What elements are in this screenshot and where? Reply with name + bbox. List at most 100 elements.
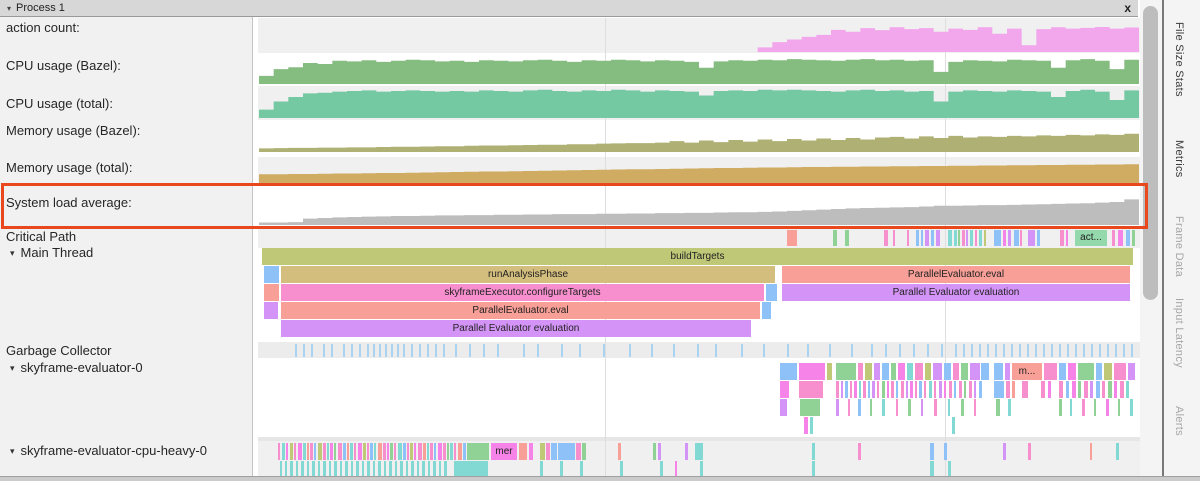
skyframe-evaluator-cpu-heavy-0-slice[interactable] xyxy=(347,443,349,460)
critical-path-slice[interactable] xyxy=(931,230,934,246)
critical-path-slice[interactable] xyxy=(1020,230,1022,246)
skyframe-evaluator-0-slice[interactable] xyxy=(1126,381,1129,398)
critical-path-slice[interactable] xyxy=(958,230,960,246)
skyframe-evaluator-0-slice[interactable] xyxy=(896,399,898,416)
skyframe-evaluator-0-slice[interactable] xyxy=(994,381,1004,398)
main-thread-slice[interactable]: Parallel Evaluator evaluation xyxy=(281,320,751,337)
main-thread-slice[interactable]: buildTargets xyxy=(262,248,1133,265)
garbage-collector-slice[interactable] xyxy=(1003,344,1005,357)
main-thread-slice[interactable] xyxy=(766,284,777,301)
skyframe-evaluator-cpu-heavy-0-slice[interactable] xyxy=(334,461,337,476)
garbage-collector-slice[interactable] xyxy=(443,344,445,357)
skyframe-evaluator-cpu-heavy-0-slice[interactable] xyxy=(463,443,466,460)
skyframe-evaluator-0-slice[interactable] xyxy=(1048,381,1051,398)
skyframe-evaluator-0-slice[interactable] xyxy=(919,381,922,398)
skyframe-evaluator-0-slice[interactable] xyxy=(934,381,936,398)
skyframe-evaluator-0-slice[interactable] xyxy=(1006,381,1010,398)
skyframe-evaluator-0-slice[interactable] xyxy=(896,381,898,398)
skyframe-evaluator-cpu-heavy-0-slice[interactable] xyxy=(428,461,430,476)
skyframe-evaluator-cpu-heavy-0-slice[interactable] xyxy=(658,443,661,460)
skyframe-evaluator-cpu-heavy-0-slice[interactable] xyxy=(286,443,288,460)
skyframe-evaluator-0-slice[interactable]: m... xyxy=(1012,363,1042,380)
critical-path-slice[interactable] xyxy=(962,230,965,246)
garbage-collector-slice[interactable] xyxy=(1083,344,1085,357)
skyframe-evaluator-cpu-heavy-0-slice[interactable] xyxy=(318,443,322,460)
skyframe-evaluator-0-slice[interactable] xyxy=(1108,381,1112,398)
counter-action-count[interactable] xyxy=(259,26,1139,52)
skyframe-evaluator-cpu-heavy-0-slice[interactable] xyxy=(546,443,550,460)
critical-path-slice[interactable]: act... xyxy=(1075,230,1107,246)
skyframe-evaluator-0-slice[interactable] xyxy=(870,399,872,416)
garbage-collector-slice[interactable] xyxy=(367,344,369,357)
skyframe-evaluator-0-slice[interactable] xyxy=(1120,381,1124,398)
critical-path-slice[interactable] xyxy=(916,230,919,246)
skyframe-evaluator-0-slice[interactable] xyxy=(1114,381,1117,398)
counter-memory-usage-total[interactable] xyxy=(259,158,1139,183)
critical-path-slice[interactable] xyxy=(954,230,957,246)
garbage-collector-slice[interactable] xyxy=(787,344,789,357)
skyframe-evaluator-cpu-heavy-0-slice[interactable] xyxy=(944,443,947,460)
skyframe-evaluator-0-slice[interactable] xyxy=(868,381,870,398)
critical-path-slice[interactable] xyxy=(1118,230,1123,246)
garbage-collector-slice[interactable] xyxy=(379,344,381,357)
garbage-collector-slice[interactable] xyxy=(323,344,325,357)
skyframe-evaluator-cpu-heavy-0-slice[interactable] xyxy=(400,461,403,476)
garbage-collector-slice[interactable] xyxy=(403,344,405,357)
skyframe-evaluator-0-slice[interactable] xyxy=(1090,381,1093,398)
skyframe-evaluator-0-slice[interactable] xyxy=(994,363,1003,380)
skyframe-evaluator-0-slice[interactable] xyxy=(854,381,857,398)
skyframe-evaluator-0-slice[interactable] xyxy=(939,381,942,398)
garbage-collector-slice[interactable] xyxy=(673,344,675,357)
skyframe-evaluator-cpu-heavy-0-slice[interactable] xyxy=(367,461,370,476)
critical-path-slice[interactable] xyxy=(1060,230,1064,246)
critical-path-slice[interactable] xyxy=(833,230,837,246)
skyframe-evaluator-0-slice[interactable] xyxy=(970,363,980,380)
collapse-icon[interactable]: ▾ xyxy=(10,248,15,258)
garbage-collector-slice[interactable] xyxy=(397,344,399,357)
skyframe-evaluator-cpu-heavy-0-slice[interactable] xyxy=(358,443,362,460)
critical-path-slice[interactable] xyxy=(925,230,929,246)
main-thread-slice[interactable] xyxy=(264,284,279,301)
skyframe-evaluator-cpu-heavy-0-slice[interactable] xyxy=(443,443,446,460)
critical-path-slice[interactable] xyxy=(948,230,952,246)
skyframe-evaluator-cpu-heavy-0-slice[interactable] xyxy=(418,443,422,460)
skyframe-evaluator-0-slice[interactable] xyxy=(944,381,946,398)
skyframe-evaluator-0-slice[interactable] xyxy=(929,381,932,398)
garbage-collector-slice[interactable] xyxy=(871,344,873,357)
skyframe-evaluator-0-slice[interactable] xyxy=(996,399,1000,416)
garbage-collector-slice[interactable] xyxy=(629,344,631,357)
skyframe-evaluator-cpu-heavy-0-slice[interactable] xyxy=(620,461,623,476)
track-label-skyframe-evaluator-0[interactable]: ▾ skyframe-evaluator-0 xyxy=(10,360,143,375)
skyframe-evaluator-0-slice[interactable] xyxy=(953,363,959,380)
garbage-collector-slice[interactable] xyxy=(603,344,605,357)
skyframe-evaluator-0-slice[interactable] xyxy=(1104,363,1112,380)
skyframe-evaluator-cpu-heavy-0-slice[interactable]: mer xyxy=(491,443,517,460)
garbage-collector-slice[interactable] xyxy=(391,344,393,357)
skyframe-evaluator-0-slice[interactable] xyxy=(780,363,797,380)
skyframe-evaluator-cpu-heavy-0-slice[interactable] xyxy=(812,461,815,476)
skyframe-evaluator-0-slice[interactable] xyxy=(836,363,856,380)
skyframe-evaluator-0-slice[interactable] xyxy=(836,381,839,398)
skyframe-evaluator-cpu-heavy-0-slice[interactable] xyxy=(580,461,583,476)
garbage-collector-slice[interactable] xyxy=(763,344,765,357)
garbage-collector-slice[interactable] xyxy=(963,344,965,357)
skyframe-evaluator-0-slice[interactable] xyxy=(804,417,808,434)
skyframe-evaluator-0-slice[interactable] xyxy=(1059,363,1066,380)
skyframe-evaluator-cpu-heavy-0-slice[interactable] xyxy=(338,443,342,460)
skyframe-evaluator-cpu-heavy-0-slice[interactable] xyxy=(285,461,287,476)
skyframe-evaluator-0-slice[interactable] xyxy=(1078,363,1094,380)
skyframe-evaluator-cpu-heavy-0-slice[interactable] xyxy=(1003,443,1006,460)
skyframe-evaluator-0-slice[interactable] xyxy=(969,381,972,398)
skyframe-evaluator-0-slice[interactable] xyxy=(1128,363,1135,380)
skyframe-evaluator-cpu-heavy-0-slice[interactable] xyxy=(370,443,373,460)
skyframe-evaluator-cpu-heavy-0-slice[interactable] xyxy=(558,443,575,460)
critical-path-slice[interactable] xyxy=(1037,230,1040,246)
skyframe-evaluator-cpu-heavy-0-slice[interactable] xyxy=(618,443,621,460)
garbage-collector-slice[interactable] xyxy=(941,344,943,357)
critical-path-slice[interactable] xyxy=(893,230,895,246)
skyframe-evaluator-cpu-heavy-0-slice[interactable] xyxy=(812,443,815,460)
skyframe-evaluator-cpu-heavy-0-slice[interactable] xyxy=(653,443,656,460)
skyframe-evaluator-cpu-heavy-0-slice[interactable] xyxy=(307,461,309,476)
critical-path-slice[interactable] xyxy=(979,230,982,246)
skyframe-evaluator-cpu-heavy-0-slice[interactable] xyxy=(438,443,442,460)
